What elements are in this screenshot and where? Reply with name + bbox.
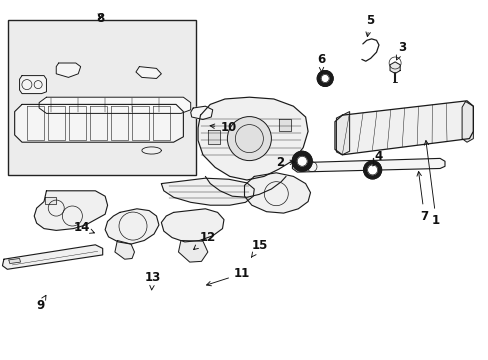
Polygon shape xyxy=(278,119,290,131)
Circle shape xyxy=(321,75,328,82)
Text: 5: 5 xyxy=(365,14,373,37)
Circle shape xyxy=(227,117,271,161)
Polygon shape xyxy=(461,102,472,142)
Polygon shape xyxy=(39,97,190,113)
Polygon shape xyxy=(9,258,20,264)
Text: 11: 11 xyxy=(206,267,250,286)
Polygon shape xyxy=(161,209,224,242)
Polygon shape xyxy=(161,178,254,205)
Polygon shape xyxy=(15,104,183,142)
Text: 10: 10 xyxy=(210,121,236,134)
Polygon shape xyxy=(2,245,102,269)
Polygon shape xyxy=(20,76,46,94)
Text: 4: 4 xyxy=(372,150,382,166)
Text: 1: 1 xyxy=(424,140,439,227)
Circle shape xyxy=(317,71,332,86)
Circle shape xyxy=(292,151,311,171)
Text: 14: 14 xyxy=(74,221,94,234)
Polygon shape xyxy=(190,106,212,120)
Polygon shape xyxy=(336,112,349,155)
Text: 3: 3 xyxy=(396,41,405,60)
Text: 6: 6 xyxy=(317,53,325,72)
Text: 9: 9 xyxy=(36,295,46,312)
Polygon shape xyxy=(198,97,307,180)
Polygon shape xyxy=(334,101,472,155)
Circle shape xyxy=(363,161,381,179)
Polygon shape xyxy=(115,240,134,259)
Polygon shape xyxy=(34,191,107,230)
Polygon shape xyxy=(142,147,161,154)
Text: 15: 15 xyxy=(251,239,268,257)
Text: 8: 8 xyxy=(96,12,104,25)
Circle shape xyxy=(297,156,306,166)
Polygon shape xyxy=(292,158,444,172)
Polygon shape xyxy=(136,67,161,78)
Polygon shape xyxy=(207,130,220,144)
Bar xyxy=(8,20,196,175)
Polygon shape xyxy=(178,240,207,262)
Polygon shape xyxy=(244,173,310,213)
Polygon shape xyxy=(389,62,399,73)
Polygon shape xyxy=(105,209,159,244)
Text: 12: 12 xyxy=(193,231,216,249)
Polygon shape xyxy=(56,63,81,77)
Text: 7: 7 xyxy=(416,171,427,222)
Text: 2: 2 xyxy=(276,156,294,169)
Circle shape xyxy=(367,165,377,175)
Polygon shape xyxy=(45,197,56,204)
Text: 13: 13 xyxy=(144,271,161,290)
